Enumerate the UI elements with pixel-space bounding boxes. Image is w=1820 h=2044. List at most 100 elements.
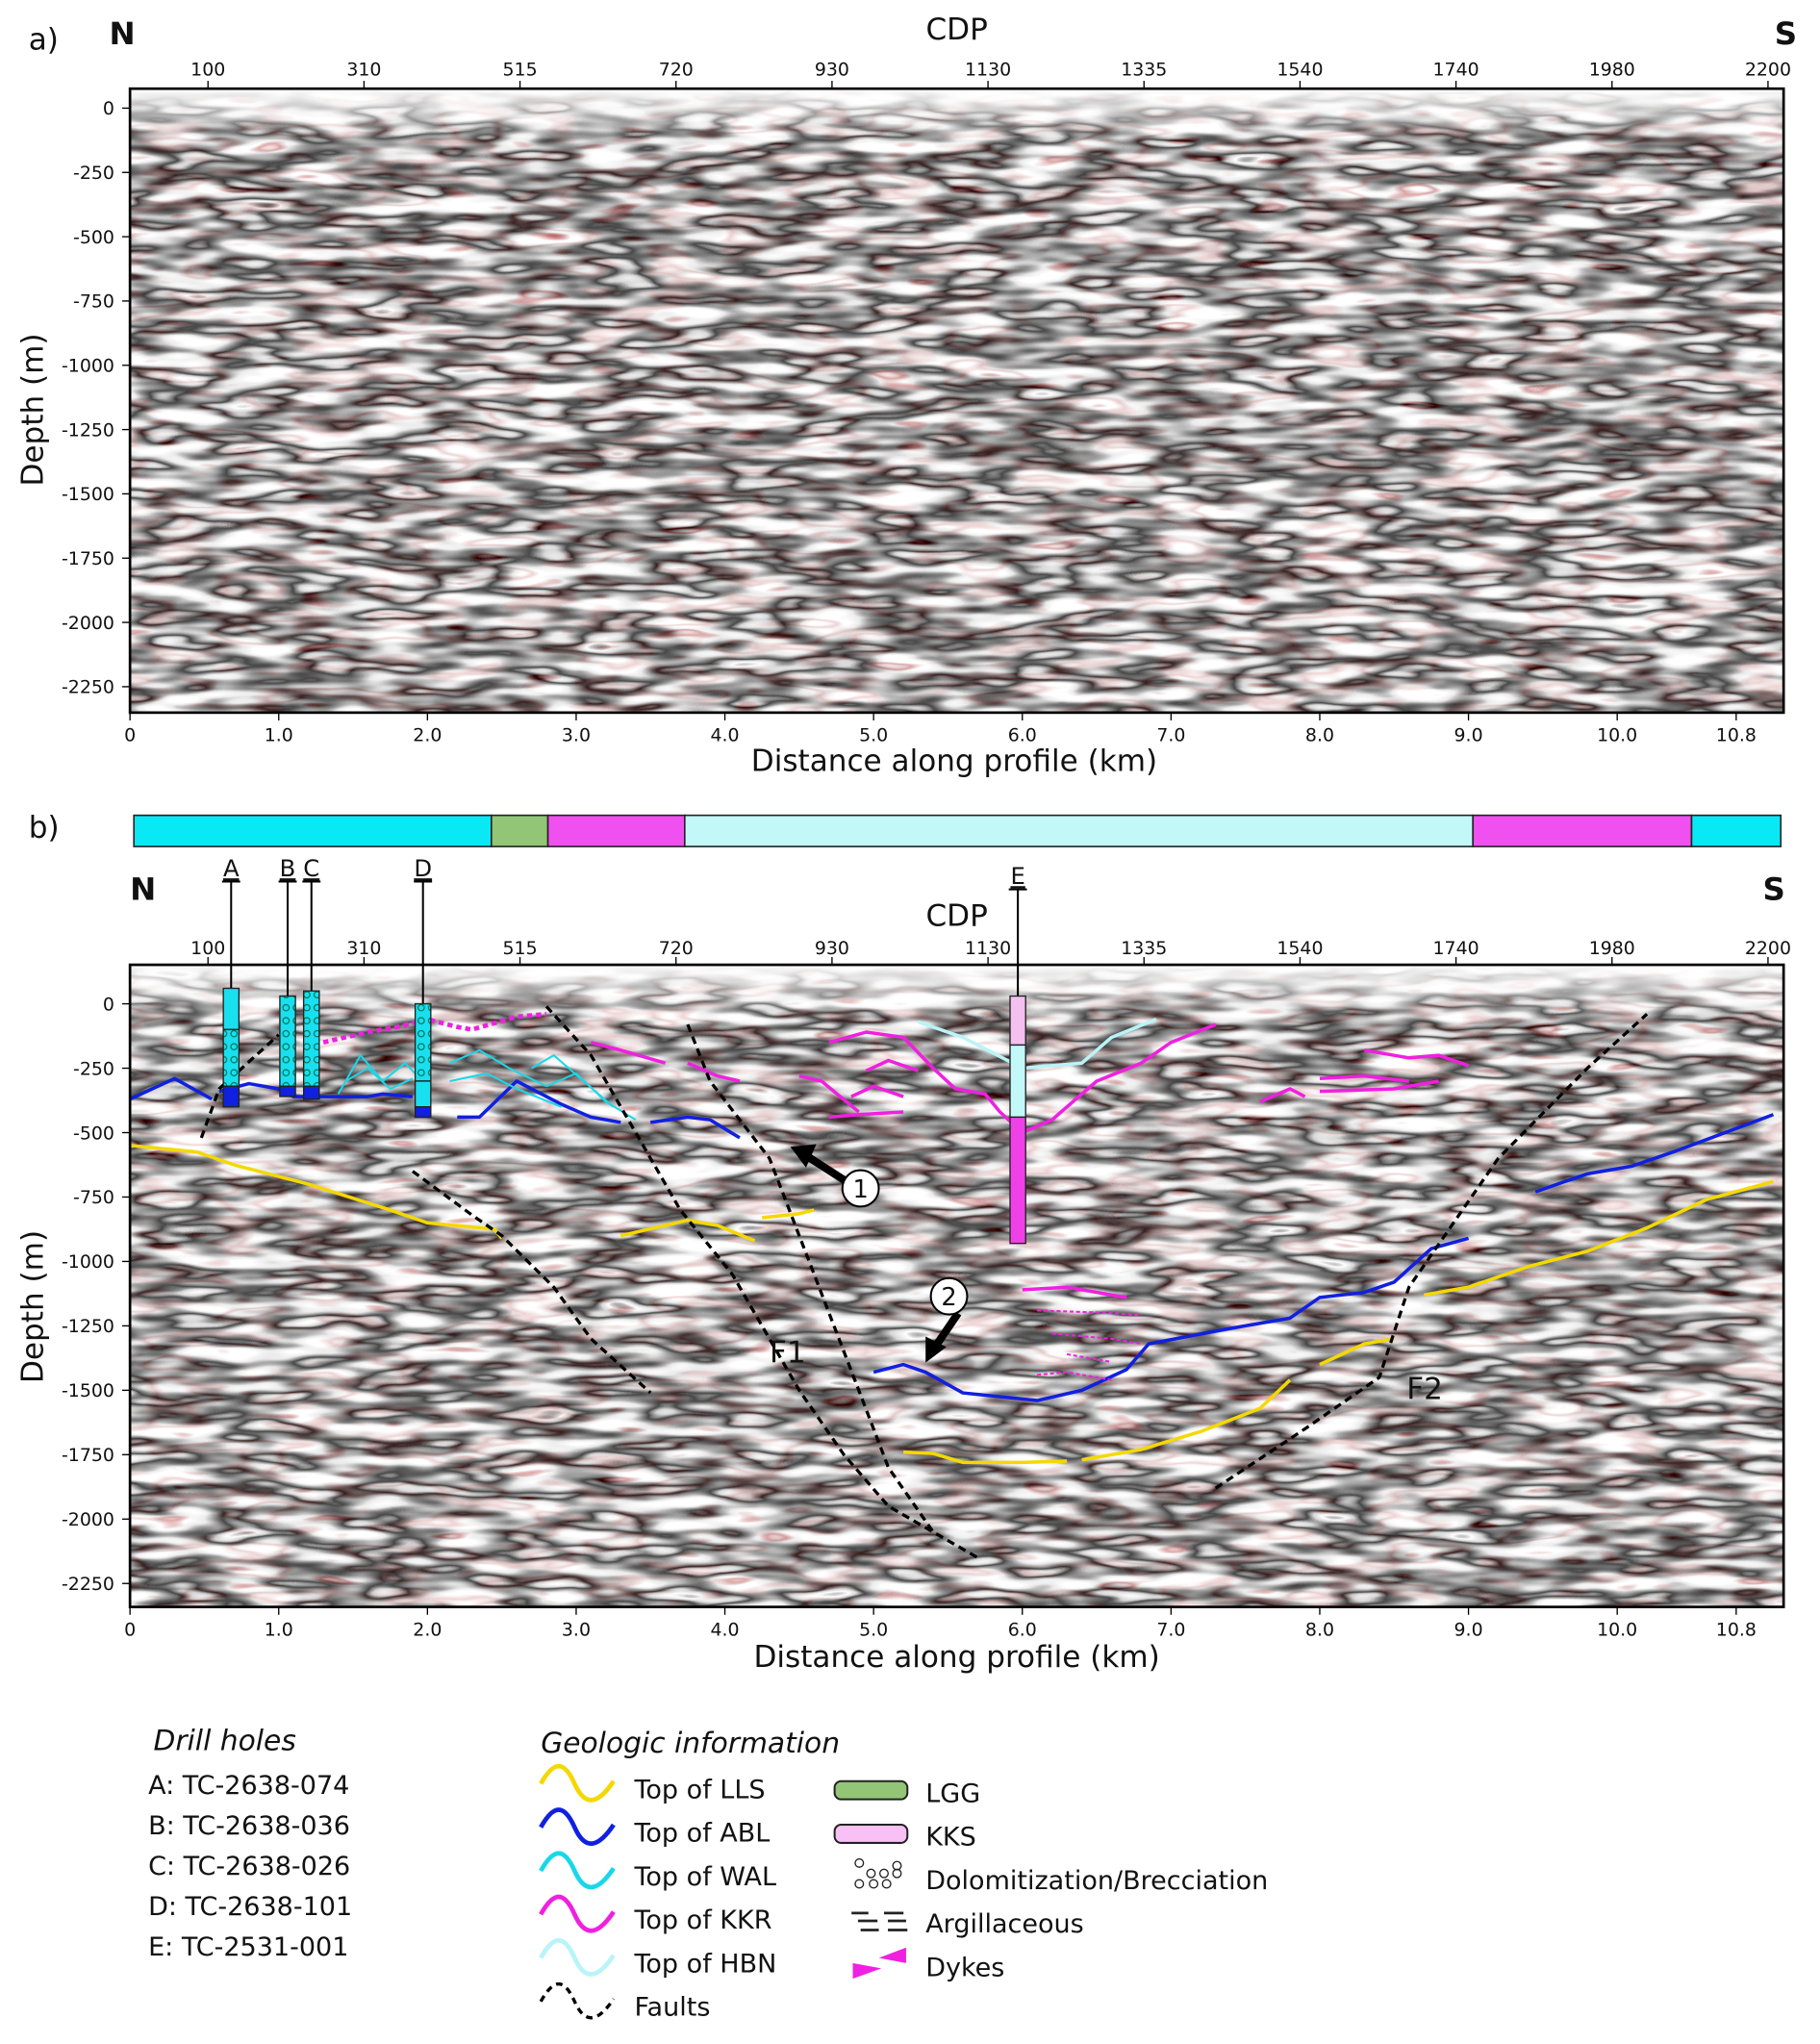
panel-a: a) N S CDP 100 310 515 720 930 1130 1335 1540 17…	[16, 13, 1797, 779]
south-label: S	[1763, 871, 1785, 907]
x-tick-label: 3.0	[562, 725, 591, 746]
south-label: S	[1775, 15, 1797, 52]
cdp-tick-label: 100	[190, 60, 225, 81]
legend-unit: Dykes	[852, 1947, 1004, 1982]
swatch-icon	[833, 1823, 909, 1844]
drill-hole-interval	[414, 1106, 432, 1119]
cdp-title: CDP	[925, 13, 987, 47]
plot-frame-a	[128, 87, 1785, 715]
x-axis-label-b: Distance along profile (km)	[753, 1640, 1159, 1675]
cdp-tick-label: 1540	[1277, 938, 1323, 959]
legend-line-label: Top of WAL	[633, 1862, 776, 1892]
y-axis-label-b: Depth (m)	[16, 1230, 51, 1383]
horizon-dotted	[1066, 1352, 1112, 1363]
horizon-top-of-kkr	[865, 1058, 920, 1072]
drill-hole-interval	[1009, 995, 1026, 1047]
cdp-tick-label: 930	[815, 60, 849, 81]
geologic-info-title: Geologic information	[541, 1727, 840, 1760]
x-tick-label: 1.0	[265, 1619, 293, 1640]
triangles-icon	[878, 1947, 906, 1963]
y-tick-label: -1250	[62, 1316, 114, 1337]
cdp-tick-label: 1130	[965, 60, 1011, 81]
legend-line-icon	[539, 1764, 616, 1803]
x-tick-label: 8.0	[1305, 1619, 1334, 1640]
x-tick-label: 1.0	[265, 725, 293, 746]
north-label: N	[130, 871, 156, 907]
drill-hole-interval	[279, 1085, 296, 1098]
cdp-tick-label: 2200	[1745, 938, 1791, 959]
horizon-top-of-abl	[650, 1115, 741, 1140]
annotation-arrow-2: 2	[925, 1276, 969, 1363]
legend-unit-label: LGG	[925, 1779, 980, 1808]
circles-icon	[854, 1879, 865, 1889]
fault-line	[411, 1170, 652, 1395]
axes-a: 100 310 515 720 930 1130 1335 1540 1740 1980 2200 0…	[62, 60, 1791, 746]
x-tick-label: 4.0	[711, 1619, 740, 1640]
horizon-top-of-kkr	[1259, 1087, 1306, 1103]
drill-hole-label: A	[223, 854, 240, 882]
cdp-tick-label: 310	[346, 60, 381, 81]
horizon-dotted	[1037, 1309, 1142, 1317]
surface-unit-segment	[1690, 814, 1782, 847]
cdp-tick-label: 2200	[1745, 60, 1791, 81]
legend-unit: KKS	[833, 1823, 976, 1853]
x-tick-label: 10.8	[1716, 1619, 1757, 1640]
legend-unit: Argillaceous	[851, 1909, 1084, 1939]
fault-label-f2: F2	[1406, 1372, 1443, 1406]
drill-hole-interval	[414, 1002, 432, 1082]
cdp-tick-label: 100	[190, 938, 225, 959]
legend-unit: Dolomitization/Brecciation	[854, 1857, 1268, 1896]
cdp-tick-label: 1335	[1121, 938, 1167, 959]
drill-hole-interval	[1009, 1116, 1026, 1245]
y-tick-label: -1750	[62, 1445, 114, 1466]
horizon-top-of-lls	[903, 1450, 1068, 1465]
legend-unit: LGG	[833, 1779, 980, 1808]
cdp-tick-label: 1980	[1589, 60, 1635, 81]
drill-hole-d: D	[414, 854, 433, 1119]
y-axis-label-a: Depth (m)	[16, 333, 51, 486]
top-fade	[130, 88, 1784, 141]
horizon-top-of-kkr	[1319, 1079, 1439, 1094]
horizon-top-of-lls	[762, 1208, 815, 1220]
drill-holes-title: Drill holes	[153, 1724, 295, 1757]
cdp-tick-label: 310	[346, 938, 381, 959]
annotation-2: 2	[941, 1283, 956, 1312]
drill-hole-label: E	[1010, 862, 1024, 890]
drill-holes-list: A: TC-2638-074 B: TC-2638-036 C: TC-2638-0…	[148, 1771, 352, 1962]
geologic-legend: Top of LLS Top of ABL Top of WAL Top of KKR…	[539, 1764, 1268, 2023]
horizon-top-of-kkr	[798, 1073, 860, 1114]
drill-hole-interval	[302, 1085, 320, 1100]
cdp-tick-label: 515	[503, 938, 538, 959]
y-tick-label: -500	[73, 1123, 114, 1144]
legend-line-label: Top of ABL	[633, 1819, 770, 1849]
cdp-tick-label: 1740	[1433, 60, 1479, 81]
legend-line-icon	[539, 1807, 616, 1846]
cdp-tick-label: 515	[503, 60, 538, 81]
horizon-top-of-lls	[619, 1218, 756, 1243]
panel-b: b) N S CDP 100 310 515 720 930 1130 1335 1540 17…	[16, 811, 1791, 1675]
y-tick-label: -750	[73, 291, 114, 313]
drill-hole-label: C	[303, 854, 319, 882]
horizon-dotted	[1051, 1332, 1142, 1346]
drill-hole-c: C	[302, 854, 321, 1100]
drill-hole-interval	[279, 995, 296, 1087]
legend-line-label: Top of HBN	[633, 1949, 776, 1979]
horizon-top-of-hbn	[917, 1018, 1157, 1071]
horizon-top-of-abl	[129, 1076, 213, 1101]
legend-unit-label: Dolomitization/Brecciation	[925, 1866, 1268, 1896]
y-tick-label: -750	[73, 1187, 114, 1208]
legend-unit-label: KKS	[925, 1823, 976, 1853]
y-tick-label: -1750	[62, 548, 114, 569]
horizon-top-of-lls	[1319, 1337, 1395, 1367]
x-tick-label: 7.0	[1156, 725, 1185, 746]
surface-unit-segment	[1472, 814, 1693, 847]
annotation-arrow-1: 1	[790, 1144, 880, 1208]
interpretation-overlay	[129, 1005, 1775, 1559]
y-tick-label: -250	[73, 163, 114, 184]
x-tick-label: 0	[124, 725, 136, 746]
y-tick-label: -500	[73, 227, 114, 248]
y-tick-label: 0	[103, 994, 114, 1015]
legend-line-icon	[539, 1982, 616, 2020]
